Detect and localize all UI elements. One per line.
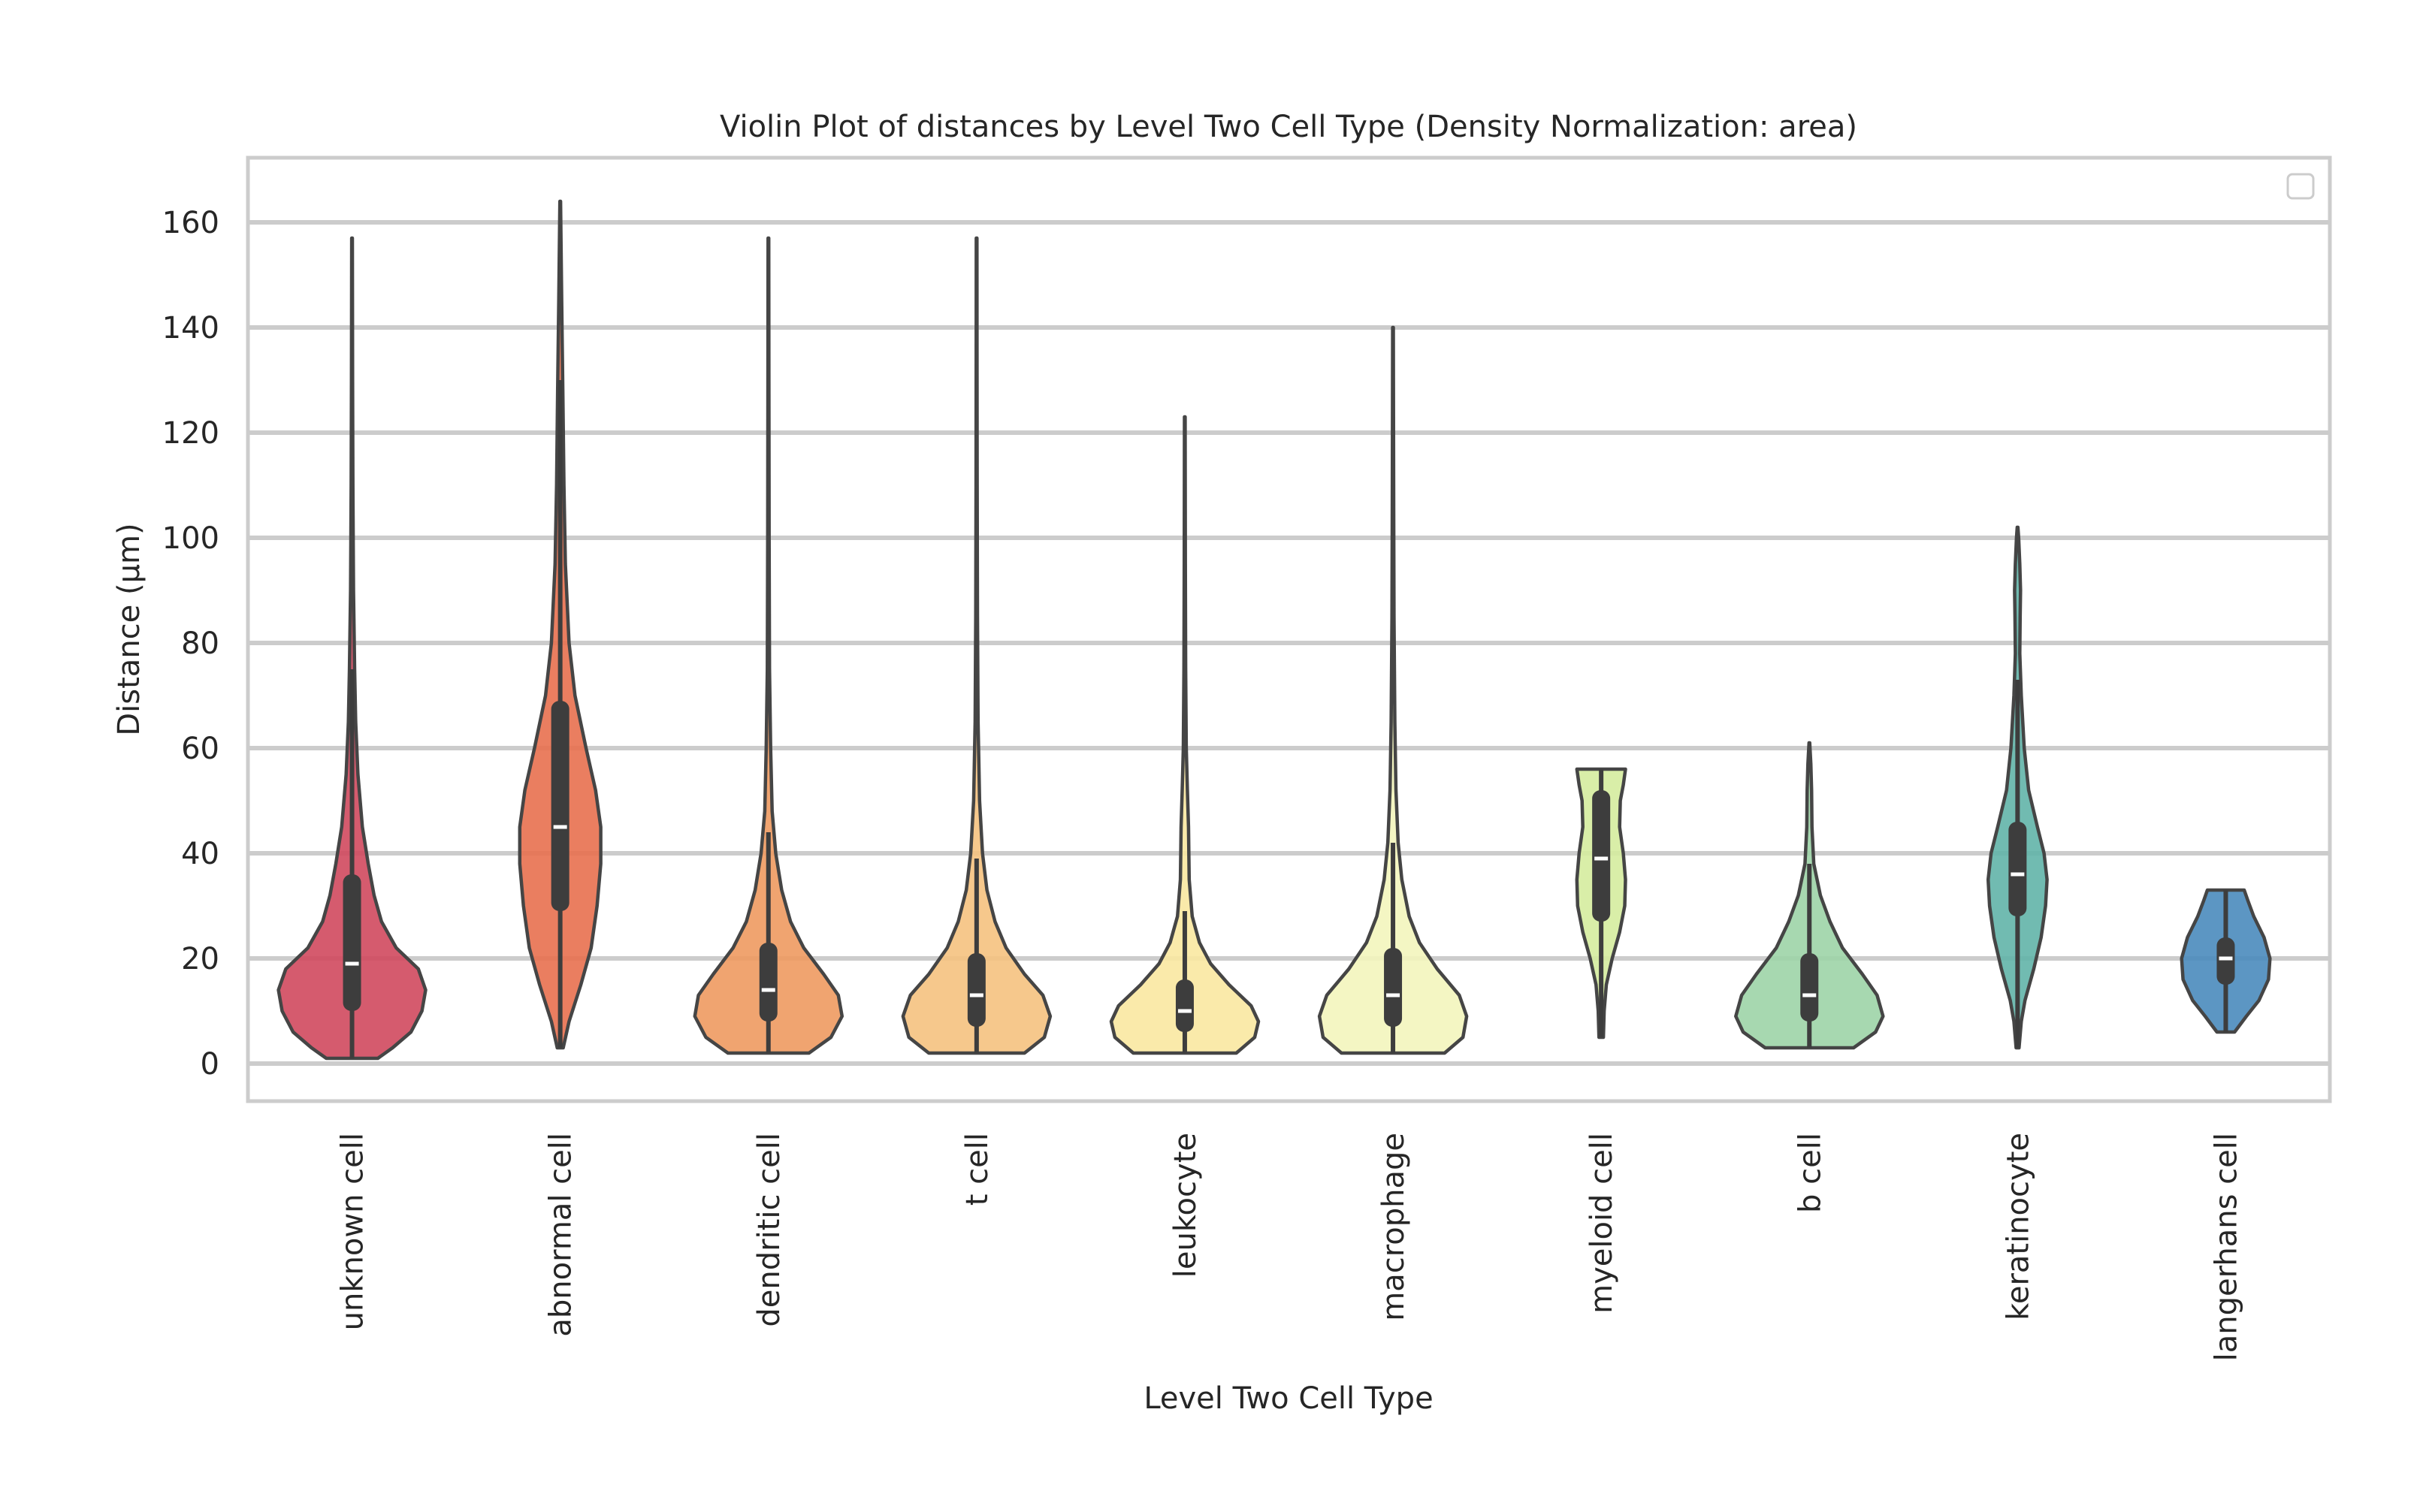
y-tick-label: 120 — [162, 416, 219, 451]
violin-body — [1109, 415, 1261, 1055]
violin-iqr-box — [2008, 822, 2027, 916]
x-tick-label: abnormal cell — [544, 1133, 579, 1337]
violin-iqr-box — [1175, 979, 1194, 1032]
x-tick-label: t cell — [960, 1133, 995, 1206]
x-tick-labels: unknown cell abnormal cell dendritic cell t… — [336, 1133, 2244, 1361]
violin-myeloid-cell — [1575, 767, 1627, 1040]
y-tick-label: 60 — [181, 732, 219, 766]
plot-frame — [246, 155, 2332, 1103]
x-tick-label: leukocyte — [1168, 1133, 1203, 1278]
violin-iqr-box — [343, 874, 361, 1011]
x-tick-label: macrophage — [1376, 1133, 1411, 1321]
violin-b-cell — [1734, 741, 1885, 1050]
violin-t-cell — [901, 236, 1053, 1055]
violin-iqr-box — [1800, 953, 1819, 1022]
y-tick-label: 80 — [181, 626, 219, 661]
violin-macrophage — [1317, 325, 1469, 1055]
violin-body — [1317, 325, 1469, 1055]
violin-unknown-cell — [276, 236, 428, 1061]
y-tick-labels: 0 20 40 60 80 100 120 140 160 — [162, 206, 219, 1082]
x-tick-label: myeloid cell — [1585, 1133, 1619, 1314]
violin-iqr-box — [2216, 937, 2235, 985]
chart-title: Violin Plot of distances by Level Two Ce… — [720, 110, 1857, 144]
x-tick-label: langerhans cell — [2209, 1133, 2243, 1361]
violin-iqr-box — [1592, 790, 1611, 922]
violin-body — [276, 236, 428, 1061]
violin-body — [693, 236, 844, 1055]
violin-dendritic-cell — [693, 236, 844, 1055]
legend-box — [2286, 173, 2315, 200]
y-tick-label: 20 — [181, 942, 219, 976]
violin-abnormal-cell — [518, 199, 603, 1050]
x-tick-label: unknown cell — [336, 1133, 370, 1330]
x-tick-label: dendritic cell — [752, 1133, 787, 1327]
violin-iqr-box — [1384, 948, 1403, 1027]
violin-iqr-box — [759, 943, 778, 1022]
y-tick-label: 160 — [162, 206, 219, 240]
x-tick-label: b cell — [1793, 1133, 1827, 1213]
violin-keratinocyte — [1986, 525, 2049, 1050]
y-tick-label: 40 — [181, 837, 219, 871]
y-axis-label: Distance (µm) — [112, 523, 147, 735]
y-tick-label: 140 — [162, 311, 219, 346]
violin-langerhans-cell — [2180, 888, 2272, 1034]
y-tick-label: 0 — [201, 1047, 219, 1082]
violin-leukocyte — [1109, 415, 1261, 1055]
violins — [276, 199, 2272, 1061]
violin-body — [901, 236, 1053, 1055]
violin-iqr-box — [967, 953, 986, 1027]
violin-iqr-box — [551, 701, 570, 911]
y-tick-label: 100 — [162, 521, 219, 556]
x-axis-label: Level Two Cell Type — [1144, 1381, 1433, 1416]
x-tick-label: keratinocyte — [2001, 1133, 2035, 1320]
